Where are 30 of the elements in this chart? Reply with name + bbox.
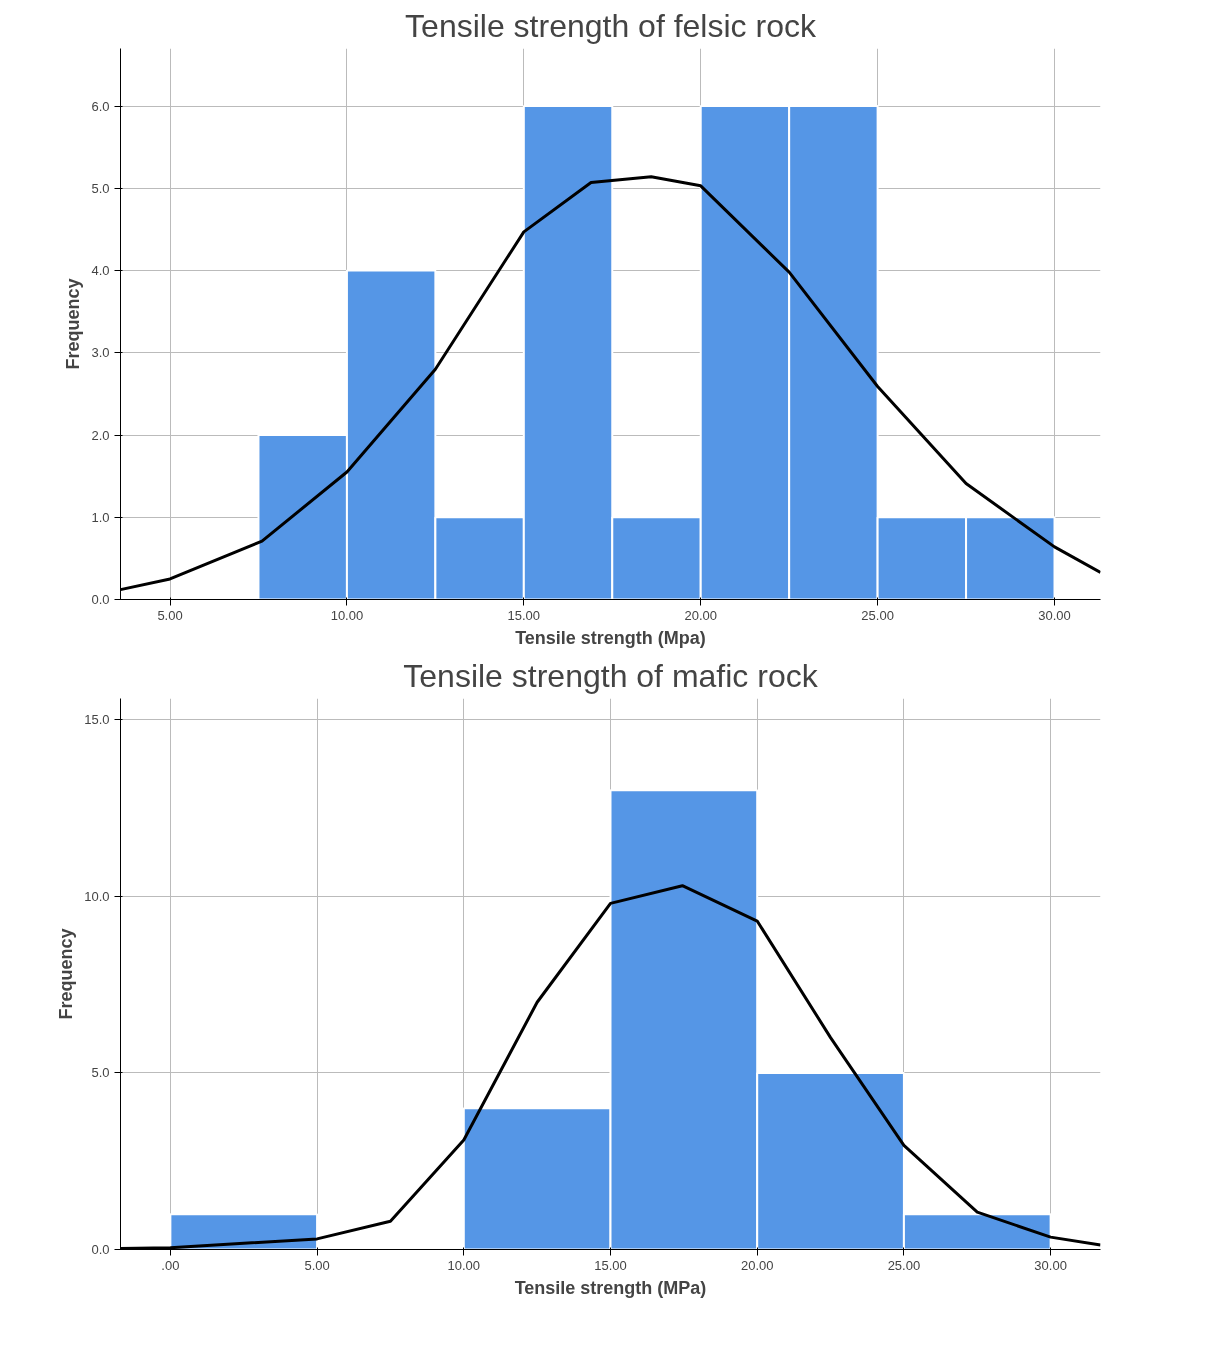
y-tick-label: 10.0	[84, 888, 110, 904]
chart-title: Tensile strength of mafic rock	[403, 657, 819, 694]
y-tick-label: 5.0	[91, 1065, 110, 1081]
y-axis-title: Frequency	[63, 278, 84, 370]
x-tick-label: 15.00	[507, 607, 541, 623]
y-tick-label: 4.0	[91, 263, 110, 279]
x-tick-label: 10.00	[447, 1257, 481, 1273]
x-tick-label: .00	[161, 1257, 180, 1273]
x-tick-label: 20.00	[740, 1257, 774, 1273]
x-axis-title: Tensile strength (Mpa)	[515, 627, 706, 648]
x-tick-label: 10.00	[330, 607, 364, 623]
x-tick-label: 25.00	[887, 1257, 921, 1273]
x-tick-label: 25.00	[861, 607, 894, 623]
x-tick-label: 20.00	[684, 607, 717, 623]
chart-title: Tensile strength of felsic rock	[405, 7, 817, 44]
y-tick-label: 0.0	[91, 592, 110, 607]
y-tick-label: 1.0	[91, 509, 110, 525]
y-tick-label: 6.0	[91, 98, 110, 114]
x-tick-label: 15.00	[594, 1257, 627, 1273]
y-tick-label: 2.0	[91, 427, 110, 443]
x-axis-title: Tensile strength (MPa)	[514, 1277, 707, 1298]
y-tick-label: 5.0	[91, 180, 110, 196]
y-axis-title: Frequency	[56, 928, 77, 1020]
y-tick-label: 15.0	[84, 712, 110, 728]
x-tick-label: 30.00	[1038, 607, 1071, 623]
y-tick-label: 3.0	[91, 345, 110, 361]
x-tick-label: 5.00	[304, 1257, 330, 1273]
x-tick-label: 30.00	[1034, 1257, 1067, 1273]
x-tick-label: 5.00	[157, 607, 183, 623]
y-tick-label: 0.0	[91, 1242, 110, 1257]
